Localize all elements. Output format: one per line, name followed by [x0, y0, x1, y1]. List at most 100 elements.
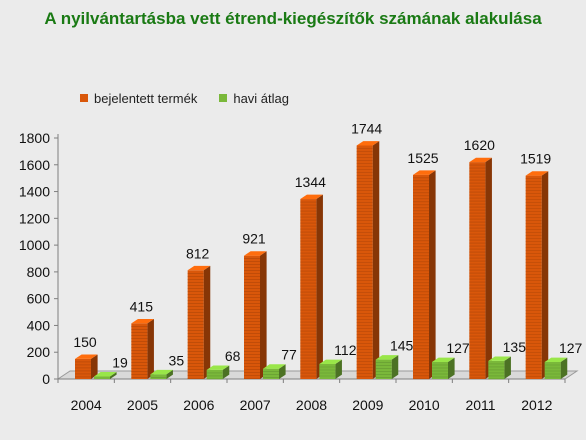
data-label-havi-atlag: 77 — [281, 347, 297, 363]
y-tick-label: 400 — [27, 317, 51, 333]
bar-havi-atlag-top — [488, 356, 511, 361]
y-tick-label: 1400 — [19, 184, 50, 200]
bar-bejelentett — [525, 171, 549, 379]
bar-havi-atlag — [544, 357, 568, 379]
bar-havi-atlag-front — [544, 361, 561, 379]
bar-bejelentett — [131, 319, 154, 379]
bar-bejelentett — [187, 265, 211, 379]
data-label-havi-atlag: 127 — [559, 340, 583, 356]
legend-item-havi-atlag: havi átlag — [219, 91, 289, 106]
bar-bejelentett — [469, 157, 492, 379]
bar-bejelentett-side — [316, 194, 323, 379]
bar-havi-atlag-front — [94, 376, 110, 379]
bar-havi-atlag-side — [279, 364, 286, 379]
bar-havi-atlag — [150, 369, 173, 379]
bar-bejelentett-side — [429, 170, 436, 379]
bar-havi-atlag — [432, 357, 455, 379]
legend-swatch-bejelentett — [80, 94, 88, 102]
bar-havi-atlag-front — [319, 364, 336, 379]
data-label-bejelentett: 1344 — [295, 174, 326, 190]
x-tick-label: 2012 — [521, 397, 552, 413]
bar-bejelentett-top — [75, 354, 98, 359]
bar-havi-atlag-side — [504, 356, 511, 379]
bar-bejelentett — [356, 141, 380, 379]
x-tick-label: 2005 — [127, 397, 158, 413]
bar-bejelentett-top — [187, 265, 211, 271]
bar-havi-atlag-front — [150, 374, 167, 379]
bar-bejelentett-side — [91, 354, 98, 379]
legend-label-havi-atlag: havi átlag — [233, 90, 289, 106]
bar-bejelentett-side — [260, 251, 267, 379]
y-tick-label: 1200 — [19, 210, 50, 226]
bar-havi-atlag-side — [448, 357, 455, 379]
bar-bejelentett-top — [131, 319, 154, 324]
legend-item-bejelentett: bejelentett termék — [80, 91, 197, 106]
data-label-bejelentett: 150 — [73, 334, 97, 350]
bar-havi-atlag-side — [222, 365, 230, 379]
y-tick-label: 1000 — [19, 237, 50, 253]
bar-bejelentett — [75, 354, 98, 379]
bar-havi-atlag-top — [432, 357, 455, 362]
data-label-bejelentett: 1519 — [520, 151, 551, 167]
bar-havi-atlag-top — [263, 364, 286, 369]
data-label-havi-atlag: 135 — [503, 339, 527, 355]
x-tick-label: 2011 — [465, 397, 495, 413]
y-tick-label: 200 — [27, 344, 51, 360]
bars — [75, 141, 568, 380]
bar-havi-atlag-top — [544, 357, 568, 362]
bar-bejelentett-top — [300, 194, 323, 200]
data-label-bejelentett: 1525 — [407, 150, 438, 166]
x-tick-label: 2009 — [352, 397, 383, 413]
bar-havi-atlag-front — [432, 361, 448, 379]
bar-bejelentett-front — [244, 255, 260, 379]
bar-havi-atlag-side — [335, 359, 342, 379]
bar-bejelentett-side — [203, 265, 211, 379]
y-tick-label: 600 — [27, 291, 51, 307]
data-label-havi-atlag: 35 — [169, 352, 185, 368]
x-tick-label: 2006 — [183, 397, 214, 413]
bar-bejelentett — [413, 170, 436, 380]
bar-bejelentett-side — [147, 319, 154, 379]
bar-havi-atlag-top — [375, 355, 399, 360]
bar-bejelentett-top — [413, 170, 436, 175]
data-label-bejelentett: 1620 — [464, 137, 495, 153]
data-label-bejelentett: 1744 — [351, 120, 382, 136]
bar-havi-atlag-front — [375, 359, 392, 379]
bar-havi-atlag-side — [560, 357, 568, 379]
data-label-bejelentett: 415 — [130, 298, 154, 314]
bar-havi-atlag-front — [206, 369, 223, 379]
data-label-bejelentett: 812 — [186, 245, 210, 261]
bar-havi-atlag-top — [319, 359, 342, 365]
data-label-bejelentett: 921 — [242, 231, 266, 247]
bar-havi-atlag-top — [94, 372, 117, 377]
data-label-havi-atlag: 127 — [446, 340, 470, 356]
y-tick-label: 1800 — [19, 130, 50, 146]
data-label-havi-atlag: 145 — [390, 338, 414, 354]
data-labels: 150 19 415 35 812 68 921 77 1344 112 1744 145 1525 12… — [73, 120, 582, 370]
chart-title: A nyilvántartásba vett étrend-kiegészítő… — [44, 9, 542, 28]
bar-bejelentett — [244, 251, 267, 379]
bar-havi-atlag — [206, 365, 230, 380]
y-tick-label: 800 — [27, 264, 51, 280]
bar-havi-atlag — [375, 355, 399, 379]
data-label-havi-atlag: 68 — [225, 348, 241, 364]
bar-bejelentett-front — [187, 270, 204, 379]
bar-havi-atlag — [488, 356, 511, 380]
bar-bejelentett-side — [541, 171, 549, 379]
bar-bejelentett-top — [525, 171, 549, 176]
x-tick-label: 2008 — [296, 397, 327, 413]
bar-bejelentett-top — [244, 251, 267, 256]
bar-bejelentett-side — [372, 141, 380, 379]
x-tick-label: 2010 — [409, 397, 440, 413]
bar-bejelentett-top — [356, 141, 380, 146]
x-tick-label: 2007 — [240, 397, 271, 413]
bar-havi-atlag-side — [391, 355, 399, 379]
bar-havi-atlag — [94, 372, 117, 379]
x-tick-label: 2004 — [71, 397, 102, 413]
legend-swatch-havi-atlag — [219, 94, 228, 102]
bar-havi-atlag-top — [150, 369, 173, 375]
y-tick-label: 1600 — [19, 157, 50, 173]
bar-bejelentett-front — [525, 175, 542, 379]
y-tick-label: 0 — [42, 371, 50, 387]
